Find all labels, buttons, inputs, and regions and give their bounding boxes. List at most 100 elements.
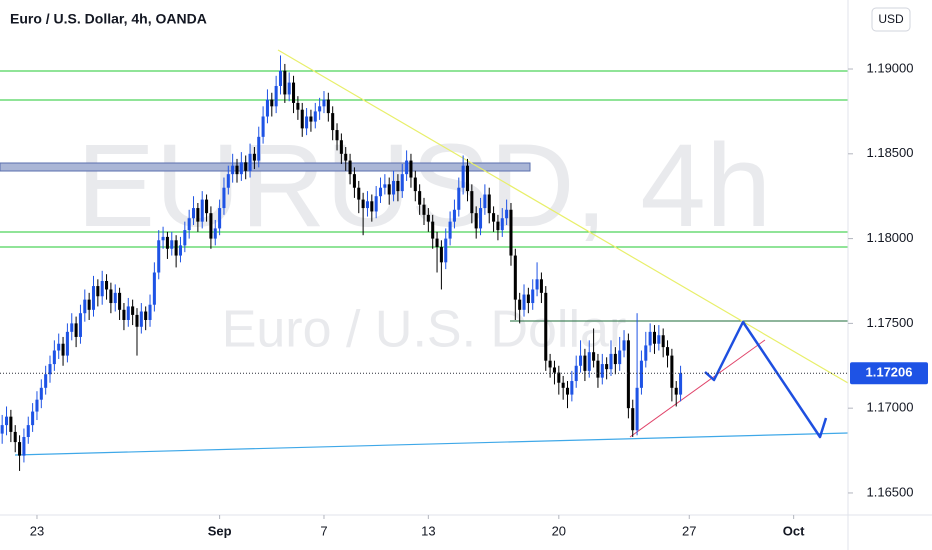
candle-body	[370, 201, 374, 212]
candle-body	[679, 373, 683, 395]
candle-body	[65, 331, 69, 356]
candle-body	[126, 306, 130, 320]
zone	[0, 162, 531, 172]
candle-body	[109, 289, 113, 304]
y-tick-label: 1.17500	[867, 315, 914, 330]
candle-body	[626, 340, 630, 409]
x-tick-label: 20	[552, 523, 566, 538]
candle-body	[465, 165, 470, 192]
candle-body	[583, 355, 587, 371]
candle-body	[152, 272, 156, 305]
candle-body	[666, 347, 670, 356]
candle-body	[100, 280, 104, 297]
candle-body	[274, 85, 278, 107]
candle-body	[409, 160, 413, 178]
candle-body	[257, 136, 261, 161]
candle-body	[144, 311, 148, 320]
candle-body	[526, 294, 530, 304]
candle-body	[135, 314, 139, 327]
candle-body	[205, 199, 209, 214]
candle-body	[18, 442, 22, 456]
candle-body	[39, 387, 43, 400]
candle-body	[613, 353, 617, 365]
candle-body	[78, 313, 82, 337]
candle-body	[522, 294, 526, 310]
candle-body	[322, 99, 326, 107]
x-tick-label: Oct	[783, 523, 805, 538]
candle-body	[218, 208, 222, 229]
currency-label[interactable]: USD	[878, 12, 904, 26]
candle-body	[448, 221, 452, 239]
candle-body	[457, 187, 461, 210]
candle-body	[539, 279, 543, 293]
currency-button[interactable]	[871, 7, 911, 32]
candle-body	[244, 162, 248, 171]
candle-body	[344, 153, 348, 161]
candle-body	[483, 194, 487, 209]
candle-body	[387, 184, 391, 195]
channel-line	[629, 339, 766, 438]
candle-body	[231, 165, 235, 175]
candle-body	[339, 140, 343, 154]
y-tick-label: 1.17000	[867, 400, 914, 415]
candle-body	[292, 82, 296, 103]
candle-body	[161, 236, 165, 241]
y-tick-label: 1.19000	[867, 60, 914, 75]
candle-body	[265, 99, 269, 117]
candle-body	[496, 221, 500, 231]
last-price-box	[850, 362, 928, 385]
candle-body	[596, 360, 600, 378]
last-price-label: 1.17206	[866, 365, 913, 380]
candle-body	[283, 70, 287, 95]
y-tick-label: 1.18000	[867, 230, 914, 245]
candle-body	[5, 416, 9, 426]
support-line	[14, 432, 849, 456]
y-tick-label: 1.16500	[867, 484, 914, 499]
candle-body	[561, 382, 565, 388]
candle-body	[544, 292, 548, 361]
candle-body	[357, 187, 361, 200]
candle-body	[431, 221, 435, 239]
candle-body	[52, 350, 56, 365]
candle-body	[505, 209, 509, 219]
x-tick-label: 23	[30, 523, 44, 538]
candle-body	[352, 174, 356, 188]
candle-body	[661, 335, 665, 348]
candle-body	[305, 116, 309, 129]
candle-body	[479, 208, 483, 229]
trend-line	[277, 49, 849, 384]
candle-body	[374, 196, 378, 212]
candle-body	[31, 411, 35, 426]
candle-body	[252, 153, 256, 161]
candle-body	[261, 116, 265, 137]
x-tick-label: Sep	[208, 523, 232, 538]
candle-body	[418, 191, 422, 205]
candle-body	[648, 331, 652, 346]
candle-body	[439, 247, 443, 263]
candle-body	[592, 352, 596, 361]
candle-body	[0, 425, 4, 434]
candle-body	[587, 352, 591, 371]
projection-arrow	[704, 320, 828, 439]
candle-body	[118, 292, 122, 310]
candle-body	[187, 218, 191, 231]
candle-body	[609, 353, 613, 370]
y-tick-label: 1.18500	[867, 145, 914, 160]
candle-body	[535, 279, 539, 290]
candle-body	[113, 292, 117, 304]
candle-body	[513, 255, 517, 300]
candle-body	[74, 323, 78, 337]
candle-body	[296, 102, 300, 110]
x-tick-label: 13	[421, 523, 435, 538]
candle-body	[318, 106, 322, 112]
candle-body	[222, 187, 226, 209]
candle-body	[644, 345, 648, 361]
candle-body	[248, 153, 252, 171]
candle-body	[531, 289, 535, 304]
candle-body	[61, 343, 65, 356]
candle-body	[487, 194, 491, 214]
candle-body	[326, 99, 330, 114]
candle-body	[396, 180, 400, 192]
